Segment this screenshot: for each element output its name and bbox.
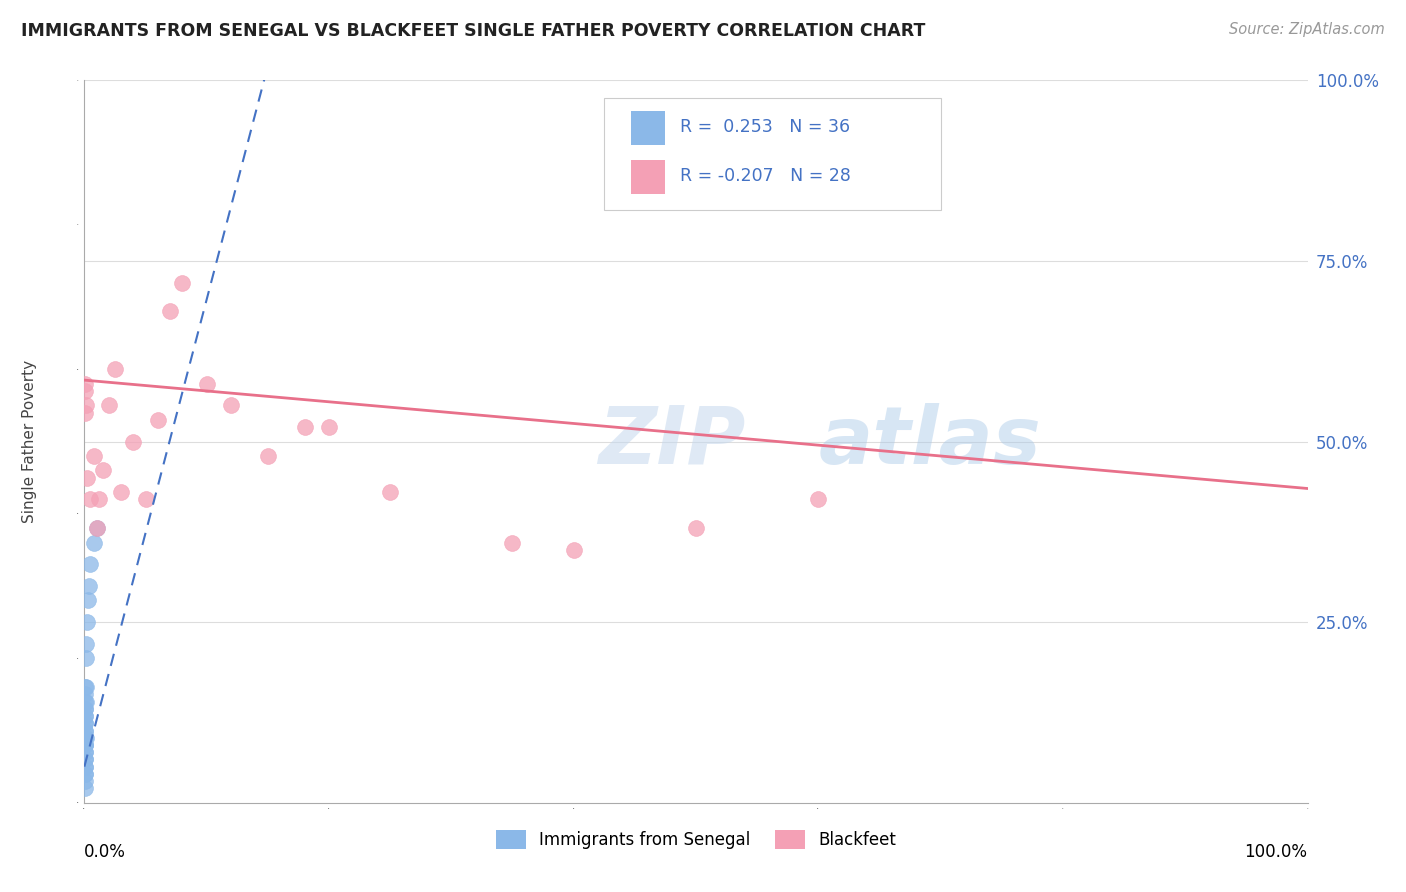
Point bbox=[75, 745, 97, 759]
Point bbox=[73, 738, 96, 752]
Point bbox=[77, 579, 100, 593]
Point bbox=[257, 449, 280, 463]
FancyBboxPatch shape bbox=[631, 111, 665, 145]
Point bbox=[79, 558, 101, 572]
Point bbox=[73, 695, 96, 709]
Point bbox=[380, 485, 402, 500]
Text: IMMIGRANTS FROM SENEGAL VS BLACKFEET SINGLE FATHER POVERTY CORRELATION CHART: IMMIGRANTS FROM SENEGAL VS BLACKFEET SIN… bbox=[21, 22, 925, 40]
Text: atlas: atlas bbox=[818, 402, 1040, 481]
Point bbox=[87, 492, 110, 507]
Point bbox=[73, 752, 96, 766]
Text: ZIP: ZIP bbox=[598, 402, 745, 481]
Point bbox=[159, 304, 181, 318]
Point bbox=[73, 781, 96, 796]
Text: Single Father Poverty: Single Father Poverty bbox=[22, 360, 37, 523]
Point bbox=[195, 376, 218, 391]
Point bbox=[73, 687, 96, 701]
Point bbox=[76, 470, 98, 484]
Point bbox=[86, 521, 108, 535]
Point bbox=[73, 716, 96, 731]
Point bbox=[86, 521, 108, 535]
Point bbox=[75, 695, 97, 709]
Point bbox=[75, 738, 97, 752]
Point bbox=[83, 449, 105, 463]
Point bbox=[146, 413, 169, 427]
Point bbox=[75, 731, 97, 745]
Text: Source: ZipAtlas.com: Source: ZipAtlas.com bbox=[1229, 22, 1385, 37]
Point bbox=[807, 492, 830, 507]
Point bbox=[73, 406, 96, 420]
Point bbox=[73, 384, 96, 398]
Point bbox=[75, 637, 97, 651]
Point bbox=[104, 362, 127, 376]
Point bbox=[73, 716, 96, 731]
FancyBboxPatch shape bbox=[631, 160, 665, 194]
Point bbox=[75, 702, 97, 716]
Point bbox=[73, 767, 96, 781]
Point bbox=[75, 760, 97, 774]
Point bbox=[73, 702, 96, 716]
Point bbox=[83, 535, 105, 549]
Point bbox=[562, 542, 585, 557]
Point bbox=[79, 492, 101, 507]
Point bbox=[73, 731, 96, 745]
Point bbox=[76, 615, 98, 630]
Point bbox=[75, 398, 97, 412]
Point bbox=[73, 376, 96, 391]
Point bbox=[122, 434, 145, 449]
Point bbox=[97, 398, 120, 412]
Text: 0.0%: 0.0% bbox=[84, 843, 127, 861]
Point bbox=[73, 774, 96, 789]
Point bbox=[172, 276, 194, 290]
Point bbox=[294, 420, 316, 434]
Point bbox=[73, 709, 96, 723]
Text: R =  0.253   N = 36: R = 0.253 N = 36 bbox=[681, 119, 851, 136]
Point bbox=[73, 738, 96, 752]
Point bbox=[75, 680, 97, 694]
Point bbox=[75, 680, 97, 694]
Point bbox=[73, 752, 96, 766]
Point bbox=[75, 651, 97, 665]
Point bbox=[110, 485, 132, 500]
Point bbox=[75, 709, 97, 723]
FancyBboxPatch shape bbox=[605, 98, 941, 211]
Point bbox=[73, 723, 96, 738]
Point bbox=[77, 593, 100, 607]
Point bbox=[318, 420, 340, 434]
Point bbox=[91, 463, 114, 477]
Point bbox=[75, 723, 97, 738]
Text: R = -0.207   N = 28: R = -0.207 N = 28 bbox=[681, 168, 851, 186]
Point bbox=[73, 767, 96, 781]
Point bbox=[135, 492, 157, 507]
Point bbox=[73, 760, 96, 774]
Text: 100.0%: 100.0% bbox=[1244, 843, 1308, 861]
Point bbox=[73, 745, 96, 759]
Point bbox=[685, 521, 707, 535]
Point bbox=[502, 535, 524, 549]
Point bbox=[219, 398, 242, 412]
Legend: Immigrants from Senegal, Blackfeet: Immigrants from Senegal, Blackfeet bbox=[489, 823, 903, 856]
